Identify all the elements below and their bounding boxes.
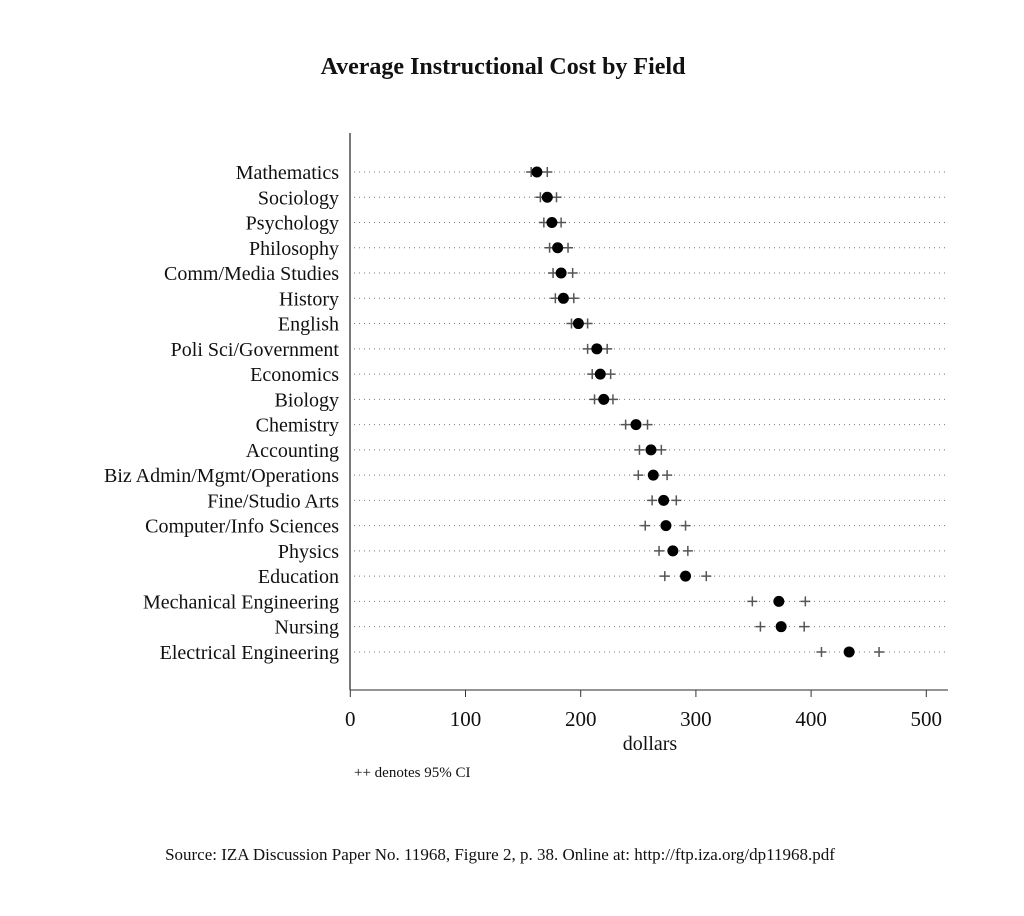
category-label: Computer/Info Sciences <box>145 516 339 538</box>
source-note: Source: IZA Discussion Paper No. 11968, … <box>165 845 835 864</box>
category-label: Mechanical Engineering <box>143 591 339 613</box>
ci-marker <box>654 545 665 556</box>
data-point <box>531 166 543 178</box>
ci-marker <box>551 192 562 203</box>
data-point <box>773 595 785 607</box>
category-label: Economics <box>250 364 339 386</box>
x-tick-label: 500 <box>911 707 943 731</box>
data-point <box>658 494 670 506</box>
ci-marker <box>874 646 885 657</box>
category-label: English <box>278 314 339 336</box>
data-point <box>843 646 855 658</box>
data-point <box>775 621 787 633</box>
ci-marker <box>642 419 653 430</box>
ci-marker <box>556 217 567 228</box>
ci-marker <box>542 167 553 177</box>
ci-marker <box>568 293 579 304</box>
category-label: Biology <box>275 389 339 411</box>
data-point <box>557 292 569 304</box>
ci-marker <box>682 545 693 556</box>
ci-marker <box>633 470 644 481</box>
data-point <box>660 520 672 532</box>
category-label: Chemistry <box>256 415 339 437</box>
data-point <box>552 242 564 254</box>
ci-marker <box>656 444 667 455</box>
data-point <box>630 419 642 431</box>
ci-marker <box>602 343 613 354</box>
ci-marker <box>662 470 673 481</box>
ci-marker <box>680 520 691 531</box>
ci-marker <box>634 444 645 455</box>
data-point <box>591 343 603 355</box>
data-point <box>555 267 567 279</box>
data-point <box>667 545 679 557</box>
category-label: Electrical Engineering <box>160 642 339 664</box>
ci-marker <box>747 596 758 607</box>
ci-marker <box>607 394 618 405</box>
category-label: Psychology <box>246 213 339 235</box>
ci-marker <box>589 394 600 405</box>
category-label: Poli Sci/Government <box>171 339 340 361</box>
category-label: Comm/Media Studies <box>164 263 339 285</box>
x-tick-label: 400 <box>795 707 827 731</box>
data-point <box>541 191 553 203</box>
ci-marker <box>755 621 766 632</box>
ci-marker <box>659 571 670 582</box>
chart-title: Average Instructional Cost by Field <box>320 54 686 80</box>
ci-marker <box>640 520 651 531</box>
data-point <box>572 318 584 330</box>
category-label: Mathematics <box>236 162 340 184</box>
ci-marker <box>647 495 658 506</box>
ci-marker <box>582 318 593 329</box>
data-point <box>680 570 692 582</box>
category-label: Education <box>258 566 339 588</box>
category-label: Nursing <box>275 617 339 639</box>
data-point <box>598 393 610 405</box>
category-label: Physics <box>278 541 339 563</box>
x-tick-label: 100 <box>450 707 482 731</box>
data-point <box>594 368 606 380</box>
category-label: Sociology <box>258 187 339 209</box>
x-tick-label: 0 <box>345 707 356 731</box>
category-label: Philosophy <box>249 238 339 260</box>
ci-marker <box>582 343 593 354</box>
ci-marker <box>799 621 810 632</box>
x-tick-label: 300 <box>680 707 712 731</box>
category-label: Fine/Studio Arts <box>207 490 339 512</box>
ci-marker <box>563 242 574 253</box>
data-point <box>647 469 659 481</box>
ci-marker <box>567 268 578 279</box>
ci-marker <box>816 646 827 657</box>
ci-marker <box>671 495 682 506</box>
ci-note: ++ denotes 95% CI <box>354 765 471 781</box>
data-point <box>645 444 657 456</box>
category-label: Biz Admin/Mgmt/Operations <box>104 465 339 487</box>
category-label: History <box>279 288 339 310</box>
data-point <box>546 217 558 229</box>
x-axis-label: dollars <box>623 733 678 755</box>
category-label: Accounting <box>246 440 339 462</box>
ci-marker <box>620 419 631 430</box>
ci-marker <box>605 369 616 380</box>
ci-marker <box>800 596 811 607</box>
x-tick-label: 200 <box>565 707 597 731</box>
ci-marker <box>701 571 712 582</box>
